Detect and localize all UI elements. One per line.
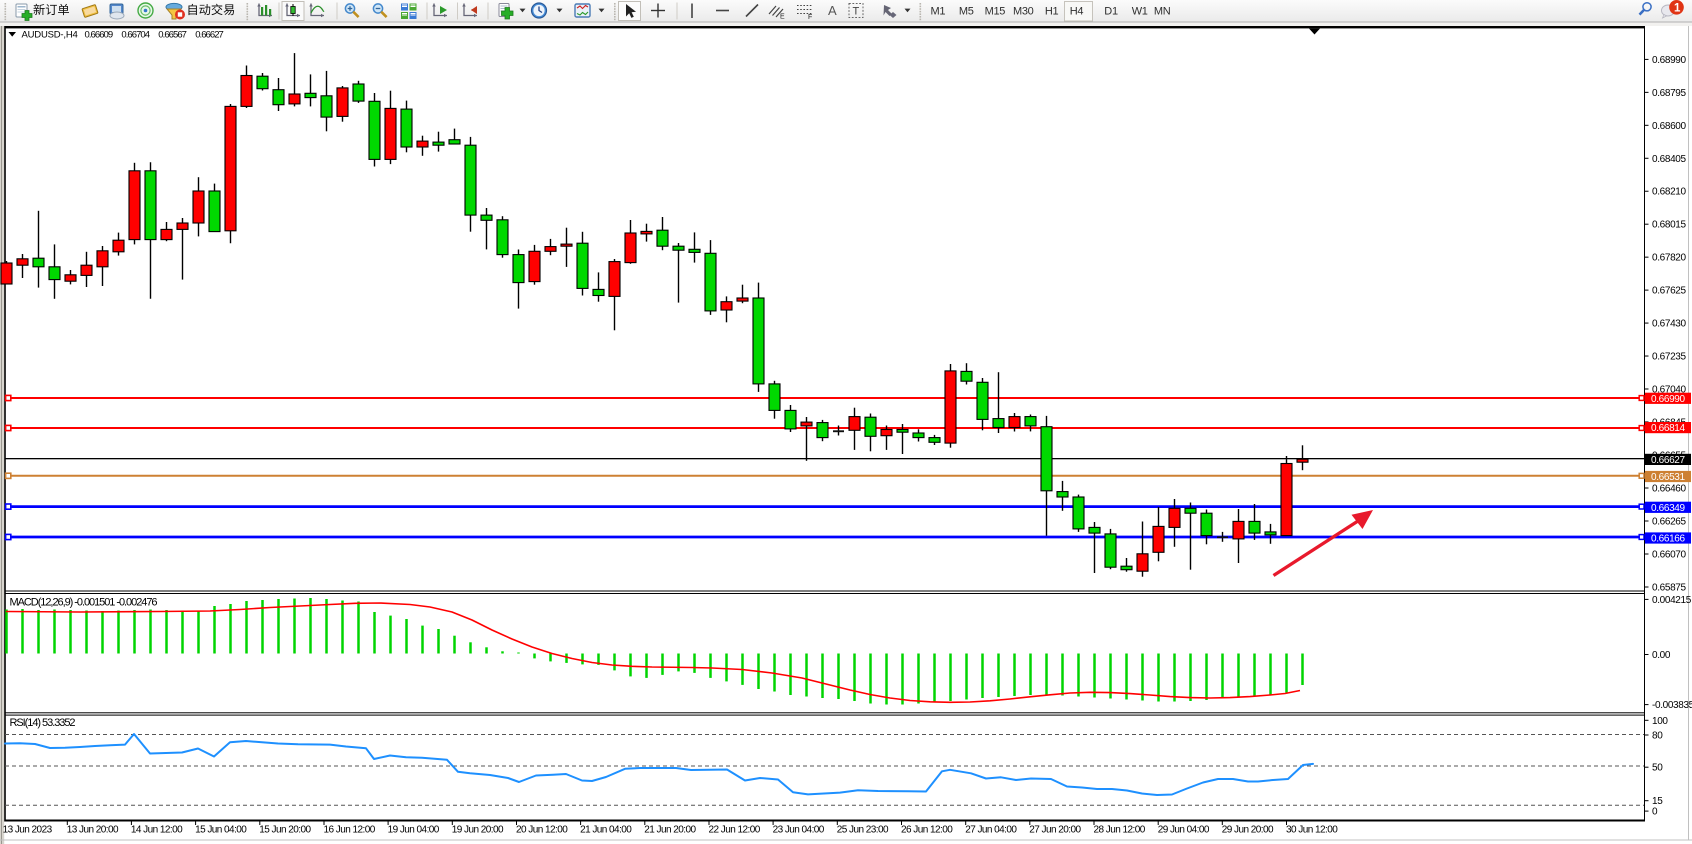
svg-text:0.66265: 0.66265 <box>1652 517 1686 528</box>
svg-text:0.68405: 0.68405 <box>1652 154 1686 165</box>
svg-text:25 Jun 23:00: 25 Jun 23:00 <box>837 825 889 836</box>
svg-text:0.66609: 0.66609 <box>85 29 113 40</box>
svg-text:14 Jun 12:00: 14 Jun 12:00 <box>131 825 183 836</box>
svg-text:26 Jun 12:00: 26 Jun 12:00 <box>901 825 953 836</box>
svg-text:1: 1 <box>1674 3 1681 15</box>
svg-text:0.67625: 0.67625 <box>1652 286 1686 297</box>
svg-text:0.66460: 0.66460 <box>1652 484 1686 495</box>
svg-text:0.66990: 0.66990 <box>1651 394 1685 405</box>
svg-text:MN: MN <box>1154 6 1171 18</box>
svg-text:H4: H4 <box>1070 6 1084 18</box>
svg-text:0.67820: 0.67820 <box>1652 253 1686 264</box>
svg-text:0: 0 <box>1652 807 1658 818</box>
svg-text:19 Jun 04:00: 19 Jun 04:00 <box>388 825 440 836</box>
svg-text:0.65875: 0.65875 <box>1652 583 1686 594</box>
svg-text:0.66070: 0.66070 <box>1652 550 1686 561</box>
svg-text:MACD(12,26,9) -0.001501 -0.002: MACD(12,26,9) -0.001501 -0.002476 <box>10 597 158 609</box>
svg-text:0.66349: 0.66349 <box>1651 503 1685 514</box>
svg-text:21 Jun 20:00: 21 Jun 20:00 <box>644 825 696 836</box>
svg-text:100: 100 <box>1652 716 1668 727</box>
svg-text:13 Jun 20:00: 13 Jun 20:00 <box>67 825 119 836</box>
svg-text:H1: H1 <box>1045 6 1059 18</box>
svg-text:29 Jun 20:00: 29 Jun 20:00 <box>1222 825 1274 836</box>
svg-text:A: A <box>828 3 837 18</box>
svg-text:M1: M1 <box>931 6 946 18</box>
svg-text:20 Jun 12:00: 20 Jun 12:00 <box>516 825 568 836</box>
svg-text:RSI(14) 53.3352: RSI(14) 53.3352 <box>10 717 76 729</box>
svg-text:21 Jun 04:00: 21 Jun 04:00 <box>580 825 632 836</box>
svg-text:0.66704: 0.66704 <box>121 29 149 40</box>
svg-text:27 Jun 04:00: 27 Jun 04:00 <box>965 825 1017 836</box>
svg-text:0.68015: 0.68015 <box>1652 220 1686 231</box>
svg-text:T: T <box>853 6 860 18</box>
svg-text:16 Jun 12:00: 16 Jun 12:00 <box>324 825 376 836</box>
svg-text:0.00: 0.00 <box>1652 650 1671 661</box>
svg-text:D1: D1 <box>1104 6 1118 18</box>
svg-text:M30: M30 <box>1013 6 1034 18</box>
svg-text:23 Jun 04:00: 23 Jun 04:00 <box>773 825 825 836</box>
svg-text:13 Jun 2023: 13 Jun 2023 <box>3 825 53 836</box>
svg-text:19 Jun 20:00: 19 Jun 20:00 <box>452 825 504 836</box>
svg-text:15 Jun 04:00: 15 Jun 04:00 <box>195 825 247 836</box>
svg-text:0.66567: 0.66567 <box>158 29 186 40</box>
svg-text:15: 15 <box>1652 796 1663 807</box>
svg-text:0.66627: 0.66627 <box>1651 455 1685 466</box>
svg-text:-0.003835: -0.003835 <box>1652 700 1692 711</box>
svg-text:M15: M15 <box>985 6 1006 18</box>
svg-text:27 Jun 20:00: 27 Jun 20:00 <box>1029 825 1081 836</box>
svg-text:M5: M5 <box>959 6 974 18</box>
svg-text:0.66166: 0.66166 <box>1651 534 1685 545</box>
svg-text:0.68990: 0.68990 <box>1652 55 1686 66</box>
svg-text:0.68795: 0.68795 <box>1652 88 1686 99</box>
svg-text:28 Jun 12:00: 28 Jun 12:00 <box>1094 825 1146 836</box>
svg-text:0.67430: 0.67430 <box>1652 319 1686 330</box>
svg-text:0.67235: 0.67235 <box>1652 352 1686 363</box>
svg-text:80: 80 <box>1652 731 1663 742</box>
svg-text:0.68210: 0.68210 <box>1652 187 1686 198</box>
svg-text:E: E <box>780 14 785 21</box>
svg-text:0.67040: 0.67040 <box>1652 384 1686 395</box>
svg-text:30 Jun 12:00: 30 Jun 12:00 <box>1286 825 1338 836</box>
svg-text:29 Jun 04:00: 29 Jun 04:00 <box>1158 825 1210 836</box>
svg-text:W1: W1 <box>1132 6 1148 18</box>
svg-text:AUDUSD-,H4: AUDUSD-,H4 <box>22 29 78 40</box>
svg-text:0.66627: 0.66627 <box>195 29 223 40</box>
svg-text:50: 50 <box>1652 763 1663 774</box>
svg-text:0.004215: 0.004215 <box>1652 595 1692 606</box>
svg-text:0.66814: 0.66814 <box>1651 423 1685 434</box>
svg-text:15 Jun 20:00: 15 Jun 20:00 <box>259 825 311 836</box>
svg-text:0.68600: 0.68600 <box>1652 121 1686 132</box>
svg-text:F: F <box>808 14 812 21</box>
svg-text:22 Jun 12:00: 22 Jun 12:00 <box>709 825 761 836</box>
svg-text:0.66531: 0.66531 <box>1651 472 1685 483</box>
